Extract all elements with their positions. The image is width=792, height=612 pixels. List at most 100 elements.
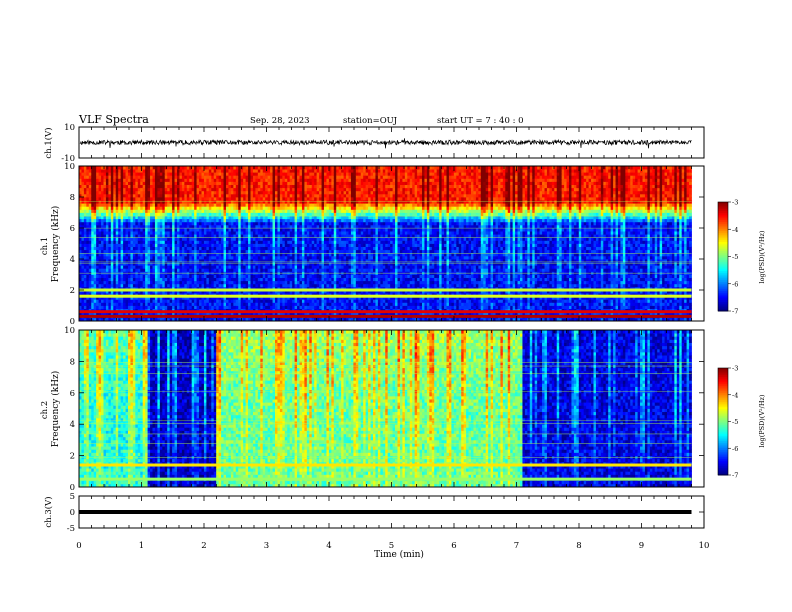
ch1-spec-cell xyxy=(111,203,114,207)
ch1-spec-cell xyxy=(123,197,126,201)
ch1-spec-cell xyxy=(108,166,111,170)
ch1-spec-cell xyxy=(99,185,102,189)
ch1-spec-cell xyxy=(121,262,124,266)
ch1-spec-cell xyxy=(106,228,109,232)
ch1-spec-cell xyxy=(135,278,138,282)
ch1-spec-cell xyxy=(89,200,92,204)
ch1-spec-cell xyxy=(94,250,97,254)
ch1-spec-cell xyxy=(133,231,136,235)
ch1-spec-cell xyxy=(123,178,126,182)
ch1-spec-cell xyxy=(130,197,133,201)
ch1-spec-cell xyxy=(111,197,114,201)
ch1-spec-cell xyxy=(138,240,141,244)
ch1-spec-cell xyxy=(86,194,89,198)
ch1-spec-cell xyxy=(138,234,141,238)
ch1-spec-cell xyxy=(89,219,92,223)
ch1-spec-cell xyxy=(133,178,136,182)
ch1-spec-cell xyxy=(111,262,114,266)
ch1-spec-cell xyxy=(89,281,92,285)
ch1-spec-cell xyxy=(118,200,121,204)
ch1-spec-cell xyxy=(111,166,114,170)
ch1-spec-cell xyxy=(111,213,114,217)
ch1-spec-cell xyxy=(104,306,107,310)
ch1-spec-cell xyxy=(96,240,99,244)
ch1-spec-cell xyxy=(138,203,141,207)
ch1-spec-cell xyxy=(108,278,111,282)
ch1-spec-cell xyxy=(133,240,136,244)
ch1-spec-cell xyxy=(96,234,99,238)
ch1-spec-cell xyxy=(86,166,89,170)
ch1-spec-cell xyxy=(81,191,84,195)
ch1-spec-cell xyxy=(133,222,136,226)
ch1-spec-cell xyxy=(126,228,129,232)
ch1-spec-cell xyxy=(89,175,92,179)
ch1-spec-cell xyxy=(99,306,102,310)
ch1-spec-cell xyxy=(128,169,131,173)
ch1-spec-cell xyxy=(121,306,124,310)
ch1-spec-cell xyxy=(116,222,119,226)
ch1-spec-cell xyxy=(96,172,99,176)
ch1-spec-cell xyxy=(126,200,129,204)
ch1-spec-cell xyxy=(111,306,114,310)
ch1-spec-cell xyxy=(113,185,116,189)
ch1-spec-cell xyxy=(121,275,124,279)
ch1-spec-cell xyxy=(106,178,109,182)
ch1-spec-cell xyxy=(126,250,129,254)
ch1-spec-cell xyxy=(104,275,107,279)
ch1-spec-cell xyxy=(104,194,107,198)
ch1-spec-cell xyxy=(99,284,102,288)
ch1-spec-cell xyxy=(89,247,92,251)
ch1-spec-cell xyxy=(106,302,109,306)
ch1-spec-cell xyxy=(130,169,133,173)
ch1-spec-cell xyxy=(126,182,129,186)
ch1-spec-cell xyxy=(123,209,126,213)
ch1-spec-cell xyxy=(104,284,107,288)
ch1-spec-cell xyxy=(96,185,99,189)
ch1-spec-cell xyxy=(91,169,94,173)
ch1-spec-cell xyxy=(135,306,138,310)
ch1-spec-cell xyxy=(89,203,92,207)
ch1-spec-cell xyxy=(94,194,97,198)
ch1-spec-cell xyxy=(130,219,133,223)
ch1-spec-cell xyxy=(106,197,109,201)
ch1-spec-cell xyxy=(135,265,138,269)
ch1-spec-cell xyxy=(86,234,89,238)
ch1-spec-cell xyxy=(84,299,87,303)
ch1-spec-cell xyxy=(101,281,104,285)
ch1-spec-cell xyxy=(116,247,119,251)
ch1-spec-cell xyxy=(101,200,104,204)
ch1-spec-cell xyxy=(94,185,97,189)
ch1-spec-cell xyxy=(138,219,141,223)
ch1-spec-cell xyxy=(89,302,92,306)
ch1-spec-cell xyxy=(91,219,94,223)
ch1-spec-cell xyxy=(84,275,87,279)
ch1-spec-cell xyxy=(101,278,104,282)
ch1-spec-cell xyxy=(108,172,111,176)
ch1-spec-cell xyxy=(130,306,133,310)
ch1-spec-cell xyxy=(91,194,94,198)
ch1-spec-cell xyxy=(81,185,84,189)
ch1-spec-cell xyxy=(81,306,84,310)
ch1-spec-cell xyxy=(104,169,107,173)
ch1-spec-cell xyxy=(86,219,89,223)
ch1-spec-cell xyxy=(116,244,119,248)
ch1-spec-cell xyxy=(106,256,109,260)
ch1-spec-cell xyxy=(91,213,94,217)
ch1-spec-cell xyxy=(116,240,119,244)
ch1-spec-cell xyxy=(113,194,116,198)
ch1-spec-cell xyxy=(126,213,129,217)
ch1-spec-cell xyxy=(133,247,136,251)
ch1-spec-cell xyxy=(106,194,109,198)
ch1-spec-cell xyxy=(91,244,94,248)
ch1-spec-cell xyxy=(113,172,116,176)
ch1-spec-cell xyxy=(84,191,87,195)
ch1-spec-cell xyxy=(86,299,89,303)
ch1-spec-cell xyxy=(99,175,102,179)
ch1-spec-cell xyxy=(113,231,116,235)
ch1-spec-cell xyxy=(91,240,94,244)
ch1-spec-cell xyxy=(96,194,99,198)
ch1-spec-cell xyxy=(126,185,129,189)
ch1-spec-cell xyxy=(104,234,107,238)
ch1-spec-cell xyxy=(101,240,104,244)
ch1-spec-cell xyxy=(108,203,111,207)
